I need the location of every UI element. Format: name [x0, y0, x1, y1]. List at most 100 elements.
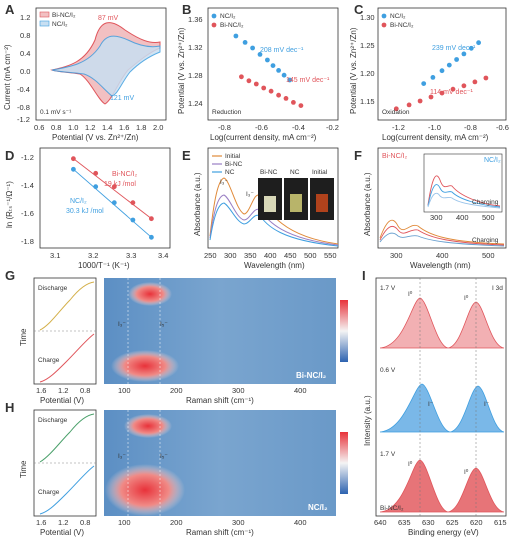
sample-label-h: NC/I₂ — [308, 503, 328, 512]
data-point — [265, 57, 270, 63]
data-point — [439, 90, 445, 96]
spectrum-bi-nc — [209, 194, 339, 246]
annotation-19kj: 19 kJ /mol — [104, 181, 136, 188]
label-charge-g: Charge — [38, 357, 60, 364]
hotspot-g-1 — [128, 282, 172, 306]
data-point — [450, 86, 456, 92]
x-tick-label: 1.0 — [68, 123, 78, 132]
x-tick-label: 1.4 — [102, 123, 112, 132]
data-point — [270, 63, 276, 68]
inset-charging: Charging — [472, 199, 499, 206]
y-tick-label: 1.30 — [360, 13, 375, 22]
data-point — [246, 78, 252, 84]
x-tick-label: 635 — [398, 518, 411, 527]
pot-tick: 0.8 — [80, 386, 90, 395]
peak-label-h-2: I₅⁻ — [160, 453, 168, 460]
y-tick-label: 1.25 — [360, 41, 375, 50]
x-ticks-d: 3.1 3.2 3.3 3.4 — [50, 251, 168, 260]
legend-marker-nc — [381, 13, 387, 19]
legend-label-bi-nc: Bi-NC/I₂ — [390, 22, 414, 29]
data-point — [421, 81, 427, 86]
data-point — [393, 106, 399, 112]
y-tick-label: 1.28 — [188, 71, 203, 80]
vial-liquid-initial — [316, 194, 328, 212]
x-tick-label: 625 — [446, 518, 459, 527]
label-i0-1: I⁰ — [408, 290, 413, 298]
legend-label-nc: NC/I₂ — [220, 13, 236, 20]
raman-tick: 200 — [170, 518, 183, 527]
scatter-points-b — [233, 33, 304, 108]
x-tick-label: 500 — [482, 251, 495, 260]
data-point — [417, 98, 423, 104]
panel-c: C NC/I₂ Bi-NC/I₂ 239 mV dec⁻¹ 114 mV dec… — [349, 2, 509, 142]
vial-label-initial: Initial — [312, 169, 328, 176]
y-tick-label: 1.15 — [360, 97, 375, 106]
legend-swatch-bi-nc — [39, 11, 50, 18]
panel-letter-d: D — [5, 148, 14, 163]
peak-label-2: I₃⁻ — [246, 191, 254, 198]
legend-marker-nc — [211, 13, 217, 19]
x-tick-label: 400 — [436, 251, 449, 260]
legend-marker-bi-nc — [211, 22, 217, 28]
data-point — [268, 88, 274, 94]
annotation-87mv: 87 mV — [98, 15, 119, 22]
y-axis-label-g: Time — [19, 328, 28, 346]
x-tick-label: 350 — [244, 251, 257, 260]
x-tick-label: 630 — [422, 518, 435, 527]
plot-frame-d — [39, 147, 171, 249]
xps-peaks-top — [379, 297, 505, 349]
pot-tick: 1.6 — [36, 518, 46, 527]
tag-oxidation: Oxidation — [382, 109, 410, 116]
raman-tick: 300 — [232, 518, 245, 527]
xps-peaks-middle — [379, 383, 505, 433]
panel-f: F Bi-NC/I₂ NC/I₂ Charging 300 400 500 Ch… — [354, 147, 507, 270]
scatter-points-d — [71, 156, 154, 240]
x-tick-label: 640 — [374, 518, 387, 527]
inset-spectrum-3 — [427, 192, 501, 209]
data-point — [291, 100, 296, 105]
tag-reduction: Reduction — [212, 109, 242, 116]
label-iminus-1: I⁻ — [428, 401, 434, 408]
x-tick-label: 2.0 — [153, 123, 163, 132]
scan-rate-label: 0.1 mV s⁻¹ — [40, 109, 72, 116]
raman-tick: 300 — [232, 386, 245, 395]
legend-label-nc: NC/I₂ — [52, 21, 68, 28]
panel-a: A Bi-NC/I₂ NC/I₂ 87 mV 121 mV 0.1 mV s⁻¹… — [3, 2, 167, 142]
x-axis-label-i: Binding energy (eV) — [408, 528, 479, 537]
legend-label-nc: NC/I₂ — [390, 13, 406, 20]
y-tick-label: -1.6 — [21, 209, 34, 218]
legend-label-bi-nc: Bi-NC — [225, 161, 243, 168]
raman-label-g: Raman shift (cm⁻¹) — [186, 396, 254, 405]
x-tick-label: -0.6 — [255, 123, 268, 132]
x-tick-label: 550 — [324, 251, 337, 260]
y-tick-label: 1.2 — [20, 13, 30, 22]
data-point — [111, 200, 117, 206]
x-tick-label: 250 — [204, 251, 217, 260]
x-tick-label: 500 — [304, 251, 317, 260]
raman-tick: 200 — [170, 386, 183, 395]
raman-tick: 400 — [294, 518, 307, 527]
x-tick-label: -0.8 — [464, 123, 477, 132]
legend-label-nc: NC — [225, 169, 235, 176]
data-point — [71, 166, 76, 172]
spectrum-f-2 — [379, 226, 505, 246]
raman-label-h: Raman shift (cm⁻¹) — [186, 528, 254, 537]
y-tick-label: 0.0 — [20, 67, 30, 76]
data-point — [239, 74, 244, 80]
annotation-bi-nc: Bi-NC/I₂ — [112, 171, 138, 178]
data-point — [446, 62, 452, 68]
x-ticks-c: -1.2 -1.0 -0.8 -0.6 — [392, 123, 509, 132]
panel-letter-a: A — [5, 2, 15, 17]
data-point — [253, 81, 259, 87]
data-point — [71, 156, 76, 162]
annotation-145: 145 mV dec⁻¹ — [286, 77, 330, 84]
annotation-114: 114 mV dec⁻¹ — [430, 89, 474, 96]
x-ticks-a: 0.6 0.8 1.0 1.2 1.4 1.6 1.8 2.0 — [34, 123, 163, 132]
x-tick-label: 3.4 — [158, 251, 168, 260]
data-point — [242, 40, 248, 45]
data-point — [257, 52, 263, 57]
label-iminus-2: I⁻ — [484, 401, 490, 408]
spectrum-f-3 — [379, 232, 505, 247]
data-point — [250, 45, 256, 51]
